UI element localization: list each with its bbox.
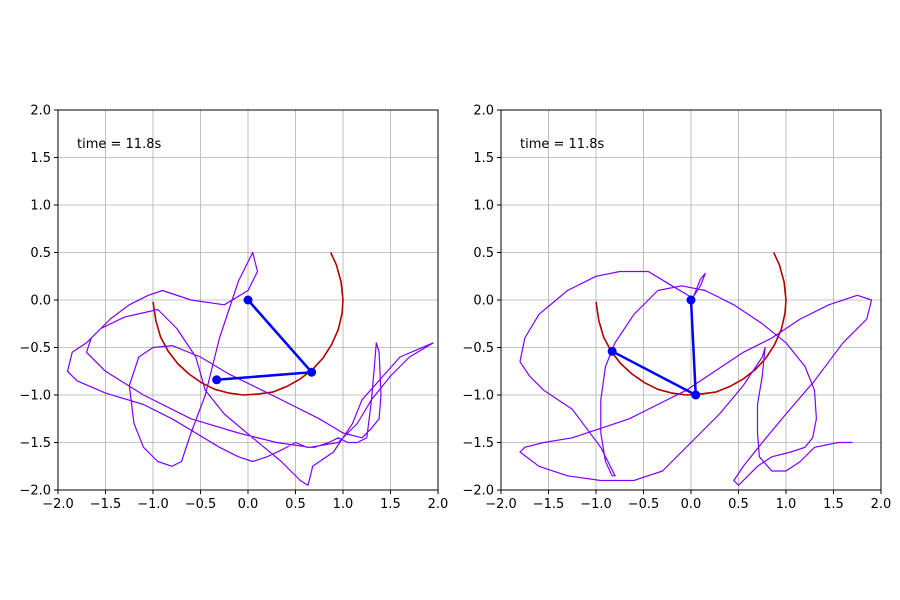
pendulum-joint (691, 390, 701, 400)
pendulum-pivot (243, 295, 253, 305)
x-tick-label: −1.0 (137, 497, 169, 512)
y-tick-label: 1.5 (30, 151, 51, 166)
y-tick-label: 0.0 (473, 294, 494, 309)
pendulum-joint (307, 367, 317, 377)
y-tick-label: 0.0 (30, 294, 51, 309)
x-tick-label: −2.0 (485, 497, 517, 512)
y-tick-label: −0.5 (462, 341, 494, 356)
y-tick-label: −1.0 (462, 389, 494, 404)
y-tick-label: −0.5 (19, 341, 51, 356)
x-tick-label: 1.5 (823, 497, 844, 512)
chart-panel-2: −2.0 −1.5 −1.0 −0.5 0.0 0.5 1.0 1.5 2.0−2.0−1.5−… (462, 104, 891, 513)
y-tick-label: −1.0 (19, 389, 51, 404)
time-annotation: time = 11.8s (520, 137, 604, 152)
x-tick-label: 1.5 (380, 497, 401, 512)
chart-panel-1: −2.0 −1.5 −1.0 −0.5 0.0 0.5 1.0 1.5 2.0−2.0−1.5−… (19, 104, 448, 513)
time-annotation: time = 11.8s (77, 137, 161, 152)
pendulum-bob (212, 375, 222, 385)
tip-trace-line (595, 252, 787, 396)
y-tick-label: −2.0 (19, 484, 51, 499)
y-tick-label: 1.0 (473, 199, 494, 214)
tip-trace-line (152, 252, 344, 396)
trajectory-line (66, 251, 434, 486)
y-tick-label: −1.5 (19, 436, 51, 451)
x-tick-label: 0.0 (238, 497, 259, 512)
x-tick-label: −1.5 (90, 497, 122, 512)
x-tick-label: 0.5 (728, 497, 749, 512)
plot-area (66, 251, 434, 486)
x-tick-label: 1.0 (333, 497, 354, 512)
x-tick-label: −1.0 (580, 497, 612, 512)
x-tick-label: −1.5 (533, 497, 565, 512)
pendulum-pivot (686, 295, 696, 305)
x-tick-label: −2.0 (42, 497, 74, 512)
x-tick-label: 2.0 (428, 497, 449, 512)
y-tick-label: 2.0 (473, 104, 494, 119)
x-tick-label: 1.0 (776, 497, 797, 512)
x-tick-label: 0.5 (285, 497, 306, 512)
y-tick-label: 2.0 (30, 104, 51, 119)
y-tick-label: −2.0 (462, 484, 494, 499)
x-tick-label: 2.0 (871, 497, 892, 512)
pendulum-bob (607, 346, 617, 356)
plot-area (519, 252, 873, 486)
x-tick-label: 0.0 (681, 497, 702, 512)
y-tick-label: 0.5 (30, 246, 51, 261)
y-tick-label: 0.5 (473, 246, 494, 261)
x-tick-label: −0.5 (628, 497, 660, 512)
trajectory-line (519, 270, 873, 486)
y-tick-label: 1.5 (473, 151, 494, 166)
y-tick-label: −1.5 (462, 436, 494, 451)
x-tick-label: −0.5 (185, 497, 217, 512)
y-tick-label: 1.0 (30, 199, 51, 214)
